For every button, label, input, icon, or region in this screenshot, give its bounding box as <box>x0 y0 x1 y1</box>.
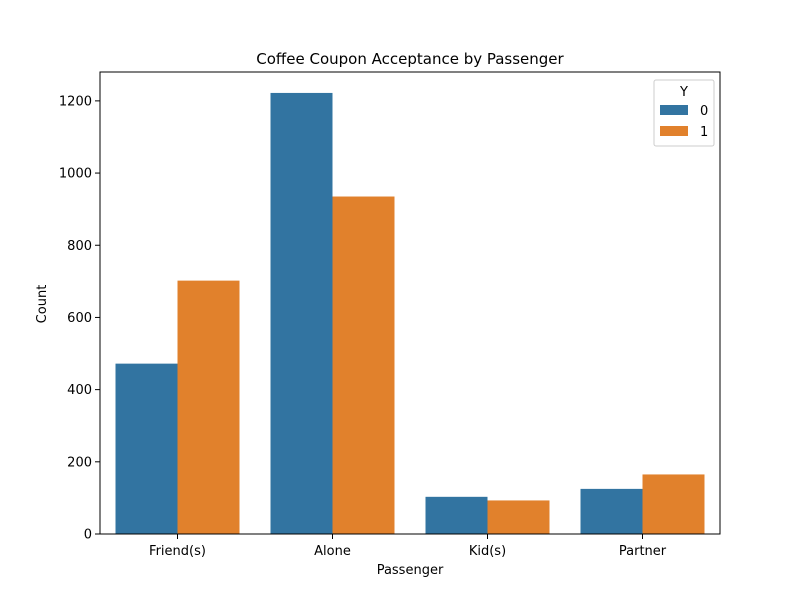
bar-alone-series-0 <box>270 92 333 534</box>
legend: Y 0 1 <box>653 79 715 147</box>
y-tick-label: 1000 <box>59 167 92 182</box>
x-tick-label: Alone <box>314 544 351 559</box>
plot-area: 0 200 400 600 800 1000 1200 Friend(s) Alone Kid(s… <box>59 71 721 559</box>
x-tick-label: Friend(s) <box>149 544 206 559</box>
bar-alone-series-1 <box>332 196 395 534</box>
legend-swatch-series-0 <box>660 105 688 115</box>
chart-title: Coffee Coupon Acceptance by Passenger <box>256 50 564 68</box>
bar-friends-series-0 <box>115 363 178 534</box>
y-tick-label: 400 <box>67 383 92 398</box>
y-tick-label: 600 <box>67 311 92 326</box>
x-tick-label: Kid(s) <box>469 544 506 559</box>
legend-label-series-0: 0 <box>700 104 708 119</box>
x-axis-label: Passenger <box>377 563 444 578</box>
y-axis-label: Count <box>35 285 50 324</box>
bar-partner-series-1 <box>642 474 705 534</box>
plot-frame <box>99 71 721 535</box>
y-tick-label: 1200 <box>59 94 92 109</box>
y-tick-label: 0 <box>84 528 92 543</box>
y-tick-label: 800 <box>67 239 92 254</box>
bar-friends-series-1 <box>177 280 240 534</box>
legend-label-series-1: 1 <box>700 125 708 140</box>
bar-partner-series-0 <box>580 488 643 534</box>
y-tick-label: 200 <box>67 455 92 470</box>
x-tick-label: Partner <box>619 544 667 559</box>
legend-swatch-series-1 <box>660 126 688 136</box>
legend-title: Y <box>679 85 688 100</box>
bar-kids-series-1 <box>487 500 550 534</box>
bar-kids-series-0 <box>425 496 488 534</box>
